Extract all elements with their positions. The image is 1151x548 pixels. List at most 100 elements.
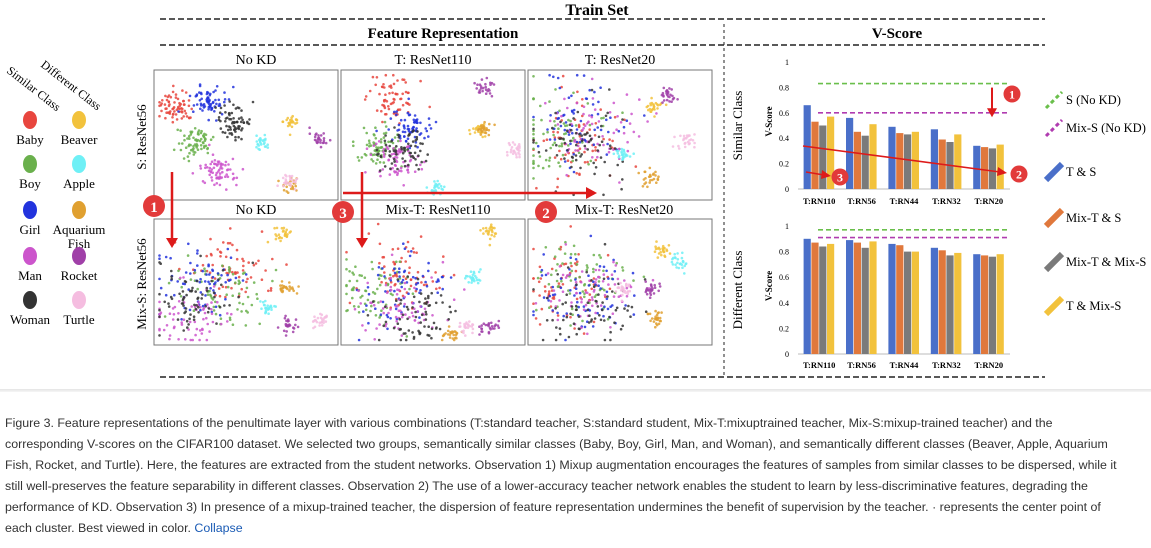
scatter-point: [210, 107, 214, 110]
scatter-point: [178, 292, 181, 296]
scatter-point: [434, 327, 438, 330]
scatter-point: [600, 117, 603, 120]
scatter-point: [594, 311, 597, 315]
scatter-point: [201, 180, 205, 183]
bar: [896, 133, 904, 189]
scatter-point: [276, 184, 279, 187]
scatter-point: [406, 137, 410, 140]
scatter-point: [174, 113, 178, 116]
scatter-point: [418, 300, 421, 304]
class-legend: Similar Class Different Class Baby Beaver…: [4, 57, 105, 327]
scatter-point: [374, 314, 378, 317]
scatter-point: [255, 134, 258, 137]
scatter-point: [677, 266, 681, 270]
scatter-point: [230, 286, 233, 290]
scatter-point: [373, 153, 376, 156]
scatter-point: [577, 125, 581, 129]
scatter-point: [455, 331, 459, 335]
scatter-point: [228, 100, 231, 103]
scatter-point: [210, 308, 213, 311]
scatter-point: [532, 141, 535, 144]
scatter-point: [269, 287, 273, 290]
scatter-point: [596, 126, 599, 129]
scatter-point: [173, 325, 176, 329]
scatter-point: [229, 256, 233, 260]
collapse-link[interactable]: Collapse: [194, 521, 243, 535]
scatter-point: [352, 305, 356, 308]
bar: [981, 147, 989, 189]
scatter-point: [424, 297, 427, 300]
scatter-point: [535, 186, 538, 190]
scatter-point: [375, 153, 379, 156]
scatter-point: [532, 177, 535, 180]
scatter-point: [553, 255, 557, 258]
scatter-point: [363, 302, 367, 306]
scatter-point: [441, 287, 445, 291]
scatter-point: [479, 268, 482, 271]
scatter-point: [404, 139, 408, 143]
scatter-point: [382, 136, 386, 139]
scatter-point: [600, 124, 603, 128]
scatter-point: [614, 290, 618, 293]
scatter-point: [654, 325, 657, 329]
bar: [846, 240, 854, 354]
scatter-point: [207, 280, 210, 284]
scatter-point: [228, 316, 232, 320]
scatter-point: [230, 111, 234, 115]
scatter-point: [359, 296, 362, 299]
scatter-point: [597, 135, 601, 139]
scatter-point: [480, 78, 484, 81]
scatter-point: [553, 141, 556, 144]
scatter-point: [403, 127, 406, 130]
scatter-point: [407, 292, 410, 296]
scatter-point: [202, 106, 206, 109]
scatter-point: [170, 269, 173, 273]
scatter-point: [288, 285, 292, 288]
scatter-point: [645, 288, 648, 291]
scatter-point: [213, 277, 217, 280]
scatter-point: [213, 110, 216, 113]
scatter-point: [511, 152, 515, 155]
scatter-point: [241, 257, 244, 261]
scatter-point: [213, 162, 216, 166]
scatter-point: [603, 242, 607, 246]
scatter-point: [412, 156, 416, 160]
scatter-point: [396, 322, 400, 326]
scatter-point: [266, 146, 270, 149]
scatter-point: [615, 261, 618, 265]
scatter-point: [224, 120, 227, 123]
scatter-point: [262, 138, 265, 142]
arrow-2-head: [586, 187, 597, 199]
scatter-point: [536, 276, 540, 280]
scatter-point: [189, 313, 192, 316]
scatter-point: [201, 327, 204, 331]
scatter-point: [421, 274, 425, 278]
scatter-point: [572, 153, 576, 156]
scatter-point: [643, 170, 646, 174]
scatter-point: [472, 270, 476, 274]
scatter-point: [397, 108, 400, 111]
scatter-point: [275, 234, 278, 238]
scatter-point: [384, 134, 387, 137]
scatter-point: [223, 91, 226, 94]
scatter-point: [233, 128, 236, 132]
scatter-point: [345, 258, 348, 261]
bar: [888, 243, 896, 354]
scatter-point: [194, 307, 198, 311]
scatter-point: [388, 144, 392, 148]
scatter-point: [412, 118, 416, 122]
scatter-point: [187, 323, 190, 326]
scatter-point: [651, 173, 655, 176]
scatter-point: [573, 294, 576, 297]
scatter-point: [419, 321, 423, 324]
scatter-point: [226, 273, 229, 277]
legend-label: Woman: [10, 312, 51, 327]
scatter-point: [284, 285, 288, 289]
scatter-point: [570, 307, 574, 311]
scatter-point: [373, 338, 377, 341]
scatter-point: [575, 101, 579, 105]
scatter-point: [479, 87, 483, 90]
scatter-point: [199, 102, 203, 106]
scatter-point: [629, 315, 632, 319]
scatter-point: [207, 96, 210, 100]
